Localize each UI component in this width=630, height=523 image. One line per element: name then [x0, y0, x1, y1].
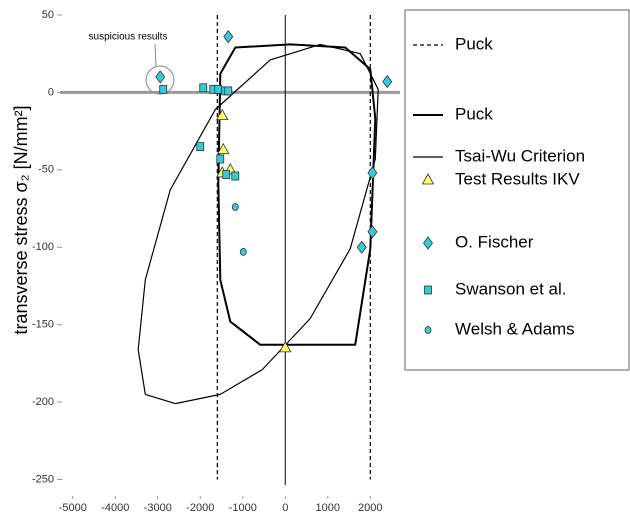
- legend-label: Puck: [455, 104, 493, 123]
- marker-square: [425, 286, 432, 294]
- marker-circle: [240, 248, 246, 255]
- marker-square: [225, 87, 232, 95]
- x-tick-label: 1000: [316, 502, 340, 514]
- x-tick-label: -2000: [186, 502, 214, 514]
- marker-square: [160, 85, 167, 93]
- marker-square: [197, 143, 204, 151]
- y-tick-label: -150: [32, 319, 54, 331]
- x-tick-label: 2000: [358, 502, 382, 514]
- y-tick-label: -100: [32, 241, 54, 253]
- marker-square: [215, 85, 222, 93]
- annotation: suspicious results: [89, 32, 168, 43]
- x-tick-label: -5000: [59, 502, 87, 514]
- legend-box: [405, 10, 629, 370]
- x-tick-label: -4000: [101, 502, 129, 514]
- y-axis-label: transverse stress σ₂ [N/mm²]: [11, 105, 31, 334]
- marker-square: [217, 155, 224, 163]
- y-tick-label: -250: [32, 473, 54, 485]
- legend-label: Welsh & Adams: [455, 319, 575, 338]
- x-tick-label: 0: [282, 502, 288, 514]
- legend-label: Test Results IKV: [455, 169, 580, 188]
- y-tick-label: 0: [48, 86, 54, 98]
- marker-circle: [425, 327, 431, 334]
- chart: transverse stress σ₂ [N/mm²] suspicious …: [0, 0, 630, 523]
- marker-square: [223, 170, 230, 178]
- y-tick-label: -200: [32, 396, 54, 408]
- y-tick-label: -50: [38, 164, 54, 176]
- x-tick-label: -1000: [229, 502, 257, 514]
- marker-square: [200, 84, 207, 92]
- marker-square: [232, 172, 239, 180]
- x-tick-label: -3000: [144, 502, 172, 514]
- legend-label: Swanson et al.: [455, 279, 567, 298]
- y-tick-label: 50: [42, 9, 54, 21]
- legend-label: Puck: [455, 34, 493, 53]
- marker-circle: [232, 204, 238, 211]
- legend-label: Tsai-Wu Criterion: [455, 146, 585, 165]
- legend-label: O. Fischer: [455, 232, 534, 251]
